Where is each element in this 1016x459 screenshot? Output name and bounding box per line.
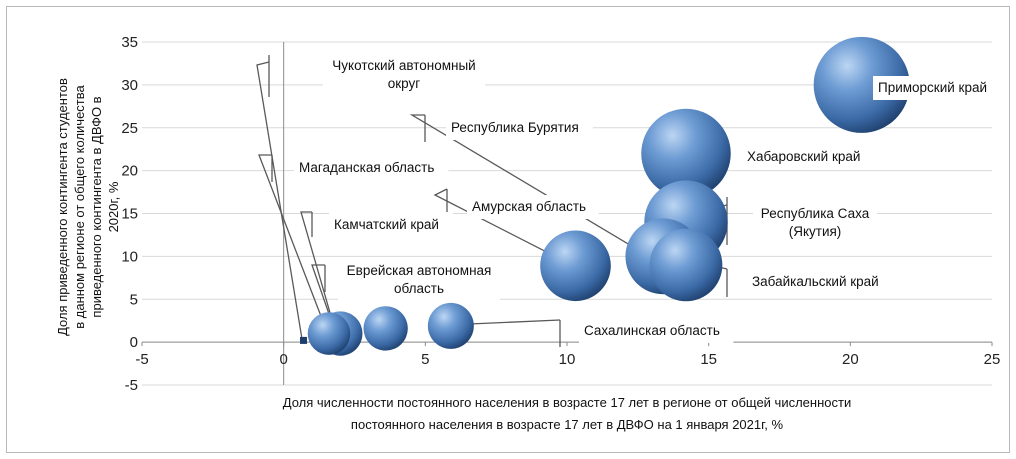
x-axis-title-line-2: постоянного населения в возрасте 17 лет … [351, 417, 784, 432]
data-label-bg [294, 156, 449, 180]
x-tick-label: 0 [279, 351, 287, 368]
bubble [813, 36, 910, 133]
y-tick-label: -5 [125, 377, 138, 394]
bubble [427, 302, 474, 349]
leader-line [433, 188, 573, 266]
data-label-bg [329, 213, 453, 237]
data-label: Камчатский край [334, 217, 439, 232]
y-axis-title-line: Доля приведенного контингента студентов [55, 78, 70, 336]
x-tick-label: 20 [842, 351, 859, 368]
data-label-bg [753, 202, 877, 244]
y-tick-label: 25 [121, 120, 138, 137]
x-tick-label: 10 [559, 351, 576, 368]
data-label: Магаданская область [299, 160, 434, 175]
x-tick-label: 25 [984, 351, 1001, 368]
bubble [641, 108, 731, 199]
y-tick-label: 15 [121, 206, 138, 223]
leader-line [258, 154, 330, 338]
chart-frame: -5 0 5 10 15 20 25 30 35 -5 0 5 10 15 20 25 Чукотский а… [6, 6, 1010, 453]
y-axis-title-line: в данном регионе от общего количества [72, 84, 87, 328]
bubble [363, 306, 408, 351]
data-label: Еврейская автономная область [347, 263, 492, 296]
data-label: Хабаровский край [747, 149, 860, 164]
x-axis-title-line-1: Доля численности постоянного населения в… [283, 395, 851, 410]
y-tick-label: 20 [121, 163, 138, 180]
y-tick-label: 30 [121, 77, 138, 94]
data-label-bg [873, 76, 997, 100]
data-label-bg [446, 116, 593, 140]
data-label-bg [323, 54, 485, 96]
bubble [307, 312, 351, 355]
y-tick-label: 5 [130, 291, 138, 308]
leader-line [256, 61, 303, 340]
y-axis-title-line: приведенного контингента в ДВФО в [89, 96, 104, 317]
data-label: Чукотский автономный округ [332, 58, 475, 91]
data-label: Забайкальский край [752, 274, 879, 289]
y-axis-title: Доля приведенного контингента студентов в… [55, 78, 121, 336]
x-tick-label: 5 [421, 351, 429, 368]
bubble [300, 336, 307, 344]
bubble [649, 228, 723, 302]
x-tick-label: 15 [700, 351, 717, 368]
data-label: Амурская область [472, 199, 586, 214]
data-label-bg [338, 259, 500, 301]
data-label-bg [467, 195, 599, 219]
data-label: Приморский край [878, 80, 987, 95]
data-label: Республика Бурятия [451, 120, 579, 135]
bubble [540, 230, 611, 302]
y-tick-label: 0 [130, 334, 138, 351]
data-label-bg [742, 145, 874, 169]
data-label: Сахалинская область [584, 323, 720, 338]
leader-line [300, 211, 338, 338]
data-label: Республика Саха (Якутия) [761, 206, 870, 239]
x-tick-label: -5 [135, 351, 148, 368]
y-axis-title-line: 2020г, % [106, 181, 121, 232]
data-label-bg [747, 270, 894, 294]
data-label-bg [579, 319, 734, 343]
y-tick-label: 10 [121, 248, 138, 265]
y-tick-label: 35 [121, 34, 138, 51]
